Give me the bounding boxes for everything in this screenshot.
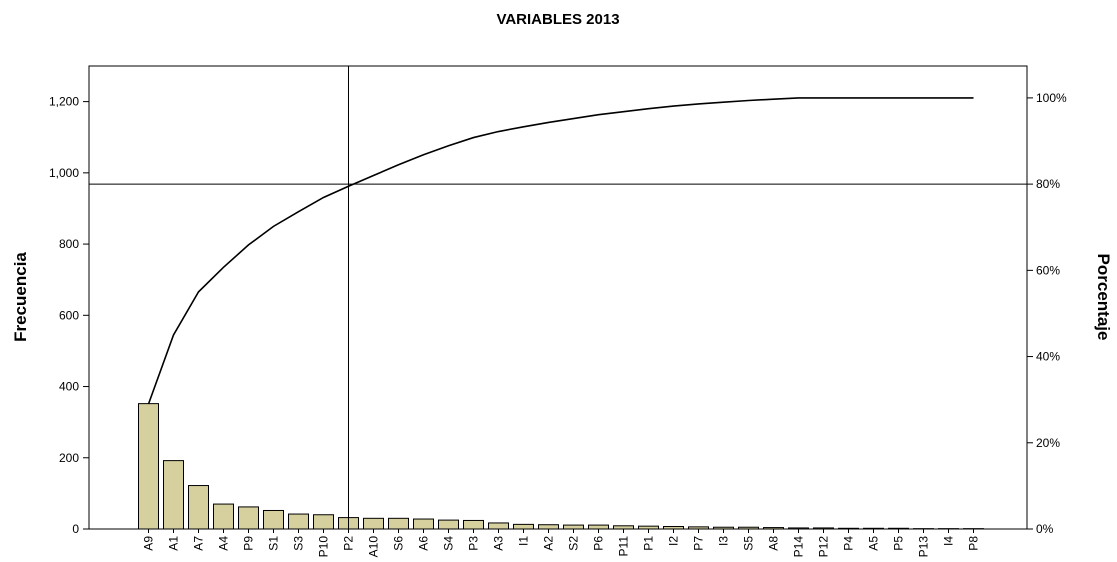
x-tick-label: P8 [967,536,981,551]
bar-P12 [813,527,834,530]
bars-group [138,403,984,530]
bar-A4 [213,503,234,530]
plot-area [88,65,1028,530]
x-tick-label: S3 [292,536,306,551]
bar-S3 [288,513,309,530]
y2-tick-label: 100% [1036,91,1067,105]
bar-P10 [313,514,334,530]
bar-S2 [563,524,584,530]
bar-A8 [763,527,784,530]
y-tick-label: 400 [59,380,79,394]
bar-S5 [738,526,759,530]
x-tick-label: I1 [517,536,531,546]
y2-tick-label: 40% [1036,350,1060,364]
x-tick-label: A1 [167,536,181,551]
chart-title: VARIABLES 2013 [496,11,619,28]
x-tick-label: S1 [267,536,281,551]
x-tick-label: A8 [767,536,781,551]
x-tick-label: P3 [467,536,481,551]
y2-tick-label: 20% [1036,436,1060,450]
y-axis-label: Frecuencia [11,252,30,342]
bar-P14 [788,527,809,530]
x-tick-label: P9 [242,536,256,551]
x-tick-label: P6 [592,536,606,551]
bar-P5 [888,527,909,530]
x-tick-label: A5 [867,536,881,551]
x-tick-label: P14 [792,536,806,558]
x-tick-label: P12 [817,536,831,558]
x-axis: A9 A1 A7 A4 P9 S1 S3 P10 P2 A10 S6 A6 S4 P3 A3 I1 A2 S2 P6… [142,529,981,557]
x-tick-label: A3 [492,536,506,551]
x-tick-label: I3 [717,536,731,546]
bar-P3 [463,519,484,530]
bar-S4 [438,519,459,530]
bar-A1 [163,460,184,530]
x-tick-label: S2 [567,536,581,551]
bar-A7 [188,485,209,530]
x-tick-label: P13 [917,536,931,558]
x-tick-label: P1 [642,536,656,551]
y-tick-label: 800 [59,237,79,251]
x-tick-label: A9 [142,536,156,551]
bar-P1 [638,525,659,530]
x-tick-label: P2 [342,536,356,551]
x-tick-label: P10 [317,536,331,558]
x-tick-label: A6 [417,536,431,551]
bar-A10 [363,517,384,530]
y-tick-label: 1,000 [49,166,79,180]
x-tick-label: A4 [217,536,231,551]
bar-P6 [588,524,609,530]
bar-I1 [513,523,534,530]
bar-S6 [388,517,409,530]
cumulative-percent-line [147,97,974,405]
x-tick-label: P5 [892,536,906,551]
y2-tick-label: 60% [1036,263,1060,277]
x-tick-label: P4 [842,536,856,551]
x-tick-label: A10 [367,536,381,558]
bar-I3 [713,526,734,530]
x-tick-label: P7 [692,536,706,551]
x-tick-label: I4 [942,536,956,546]
x-tick-label: P11 [617,536,631,557]
x-tick-label: S6 [392,536,406,551]
x-tick-label: S5 [742,536,756,551]
cumulative-line-group [147,97,974,405]
bar-I2 [663,526,684,530]
bar-P11 [613,525,634,530]
bar-S1 [263,509,284,530]
bar-A3 [488,522,509,530]
x-tick-label: S4 [442,536,456,551]
reference-lines [89,66,1027,529]
bar-P9 [238,506,259,530]
y-tick-label: 0 [72,522,79,536]
bar-P4 [838,527,859,530]
bar-A6 [413,518,434,530]
bar-A9 [138,403,159,530]
bar-A2 [538,524,559,530]
y-tick-label: 200 [59,451,79,465]
right-axis: 0% 20% 40% 60% 80% 100% [1027,91,1067,536]
x-tick-label: A2 [542,536,556,551]
y-tick-label: 600 [59,308,79,322]
bar-A5 [863,527,884,530]
bar-P7 [688,526,709,530]
y2-tick-label: 80% [1036,177,1060,191]
x-tick-label: A7 [192,536,206,551]
x-tick-label: I2 [667,536,681,546]
y-tick-label: 1,200 [49,95,79,109]
left-axis: 0 200 400 600 800 1,000 1,200 [49,95,89,536]
y2-axis-label: Porcentaje [1094,254,1113,341]
y2-tick-label: 0% [1036,522,1054,536]
